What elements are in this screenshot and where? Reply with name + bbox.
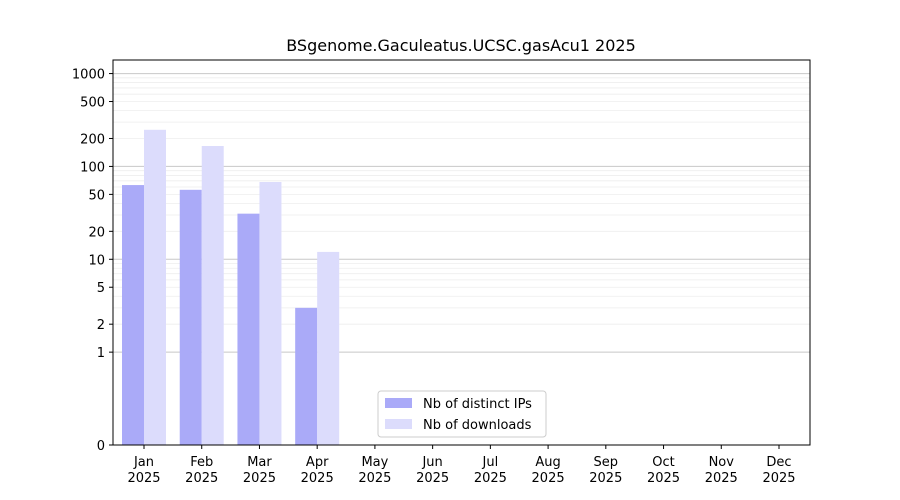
x-tick-month: Jun xyxy=(421,455,442,470)
plot-frame xyxy=(112,59,811,446)
y-tick-label: 10 xyxy=(88,253,105,268)
x-tick-month: Dec xyxy=(766,455,791,470)
bar-downloads xyxy=(259,181,282,445)
bar-downloads xyxy=(317,251,340,445)
x-tick-year: 2025 xyxy=(127,471,160,486)
x-tick-year: 2025 xyxy=(589,471,622,486)
x-tick-month: Jul xyxy=(482,455,499,470)
x-tick-month: Jan xyxy=(133,455,154,470)
x-tick-year: 2025 xyxy=(243,471,276,486)
x-tick-month: Mar xyxy=(247,455,272,470)
y-tick-label: 1 xyxy=(97,346,105,361)
bar-distinct-ips xyxy=(122,185,144,445)
x-tick-year: 2025 xyxy=(185,471,218,486)
x-tick-year: 2025 xyxy=(416,471,449,486)
x-tick-year: 2025 xyxy=(705,471,738,486)
x-tick-year: 2025 xyxy=(762,471,795,486)
x-tick-year: 2025 xyxy=(358,471,391,486)
x-tick-month: Oct xyxy=(652,455,674,470)
x-tick-month: Apr xyxy=(306,455,329,470)
legend-label: Nb of distinct IPs xyxy=(423,397,532,412)
x-tick-year: 2025 xyxy=(474,471,507,486)
bar-distinct-ips xyxy=(179,189,202,445)
legend-swatch xyxy=(385,419,412,429)
legend-label: Nb of downloads xyxy=(423,418,532,433)
x-tick-month: May xyxy=(361,455,388,470)
bar-downloads xyxy=(201,145,224,445)
legend-swatch xyxy=(385,398,412,408)
legend-box xyxy=(377,390,547,438)
chart-title: BSgenome.Gaculeatus.UCSC.gasAcu1 2025 xyxy=(286,36,636,55)
bars xyxy=(122,129,340,445)
y-tick-label: 200 xyxy=(80,132,105,147)
x-tick-month: Aug xyxy=(535,455,560,470)
bar-distinct-ips xyxy=(295,307,318,445)
y-tick-label: 500 xyxy=(80,96,105,111)
y-tick-label: 0 xyxy=(97,439,105,454)
bar-distinct-ips xyxy=(237,213,260,445)
bar-downloads xyxy=(144,129,166,445)
y-tick-label: 1000 xyxy=(72,68,105,83)
y-tick-label: 50 xyxy=(88,188,105,203)
y-tick-label: 100 xyxy=(80,160,105,175)
x-tick-month: Nov xyxy=(709,455,735,470)
x-tick-year: 2025 xyxy=(301,471,334,486)
grid-lines xyxy=(113,73,810,353)
y-tick-label: 2 xyxy=(97,318,105,333)
x-axis: Jan2025Feb2025Mar2025Apr2025May2025Jun20… xyxy=(127,445,796,486)
y-axis: 0 1 2 5 10 20 50 100 200 500 1000 xyxy=(72,68,113,454)
x-tick-year: 2025 xyxy=(647,471,680,486)
x-tick-month: Feb xyxy=(190,455,213,470)
y-tick-label: 20 xyxy=(88,225,105,240)
x-tick-year: 2025 xyxy=(532,471,565,486)
y-tick-label: 5 xyxy=(97,281,105,296)
x-tick-month: Sep xyxy=(594,455,619,470)
legend: Nb of distinct IPs Nb of downloads xyxy=(377,390,547,438)
